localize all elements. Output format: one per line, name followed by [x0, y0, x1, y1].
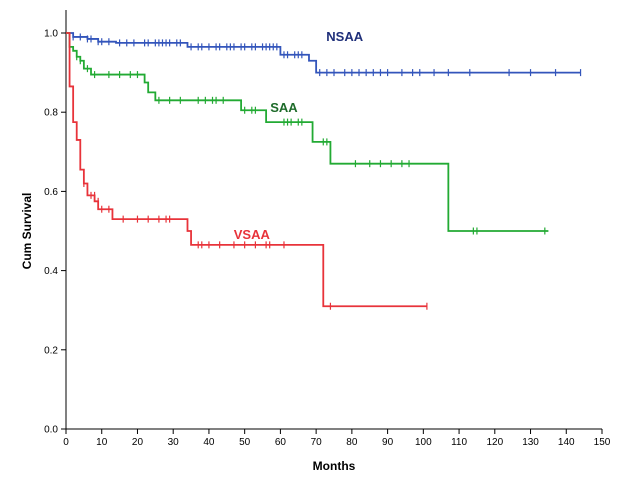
axes	[65, 10, 602, 430]
series-saa	[66, 32, 549, 235]
x-tick-label: 140	[558, 437, 575, 448]
series-line-nsaa	[66, 32, 581, 74]
series-line-saa	[66, 32, 549, 232]
x-tick-label: 50	[239, 437, 251, 448]
x-axis-title: Months	[313, 459, 356, 473]
series-lines	[66, 32, 582, 310]
x-tick-label: 100	[415, 437, 432, 448]
y-ticks: 0.0 0.2 0.4 0.6 0.8 1.0	[44, 29, 66, 436]
x-tick-label: 0	[63, 437, 69, 448]
y-tick-label: 0.0	[44, 425, 58, 436]
y-tick-label: 0.8	[44, 108, 58, 119]
x-tick-label: 30	[168, 437, 180, 448]
x-tick-label: 60	[275, 437, 287, 448]
x-ticks: 0 10 20 30 40 50 60 70 80 90 100 110 120 130 140 150	[63, 429, 611, 448]
y-axis-title: Cum Survival	[20, 193, 34, 270]
series-label-saa: SAA	[270, 100, 298, 115]
y-tick-label: 1.0	[44, 29, 58, 40]
x-tick-label: 90	[382, 437, 394, 448]
x-tick-label: 20	[132, 437, 144, 448]
x-tick-label: 40	[203, 437, 215, 448]
series-nsaa	[66, 32, 582, 77]
x-tick-label: 120	[486, 437, 503, 448]
x-tick-label: 80	[346, 437, 358, 448]
x-tick-label: 130	[522, 437, 539, 448]
series-vsaa	[66, 32, 428, 310]
series-label-nsaa: NSAA	[326, 29, 363, 44]
x-tick-label: 110	[451, 437, 467, 448]
x-tick-label: 70	[311, 437, 323, 448]
series-label-vsaa: VSAA	[234, 227, 271, 242]
y-tick-label: 0.6	[44, 187, 58, 198]
y-tick-label: 0.4	[44, 266, 58, 277]
y-tick-label: 0.2	[44, 345, 58, 356]
series-labels: NSAA SAA VSAA	[234, 29, 364, 242]
x-tick-label: 10	[96, 437, 108, 448]
x-tick-label: 150	[594, 437, 611, 448]
